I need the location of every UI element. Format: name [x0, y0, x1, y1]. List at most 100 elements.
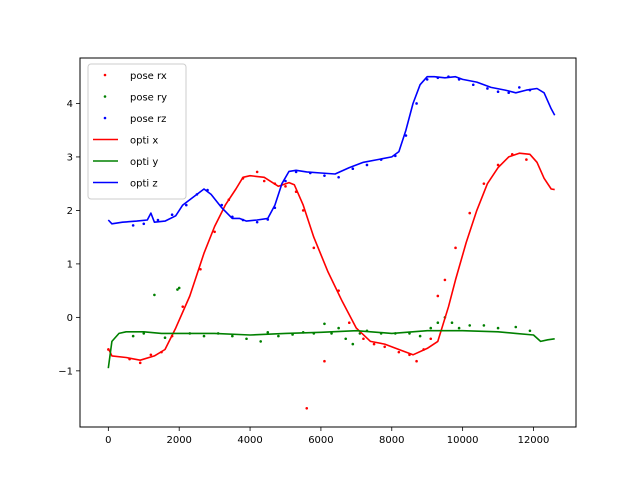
data-point [142, 332, 146, 335]
data-point [344, 337, 348, 341]
data-point [142, 222, 146, 226]
x-tick-label: 10000 [447, 435, 479, 446]
legend-label: pose ry [130, 93, 167, 104]
data-point [170, 213, 174, 216]
legend-entry-opti-y: opti y [93, 157, 158, 168]
data-point [514, 325, 518, 329]
data-point [525, 158, 528, 161]
data-point [284, 179, 287, 183]
legend-label: opti x [130, 136, 158, 147]
data-point [436, 321, 440, 325]
data-point [518, 86, 521, 89]
legend-entry-opti-x: opti x [93, 136, 158, 147]
data-point [181, 305, 185, 308]
data-point [496, 326, 500, 330]
data-point [266, 331, 270, 334]
data-point [507, 91, 510, 95]
data-point [404, 134, 408, 137]
data-point [323, 174, 326, 177]
data-point [468, 211, 472, 215]
data-point [262, 179, 266, 183]
data-point [429, 326, 433, 330]
data-point [177, 286, 181, 290]
series-line-opti-z [107, 75, 556, 225]
y-tick-label: −1 [58, 366, 73, 377]
data-point [496, 163, 500, 167]
legend-label: opti y [130, 157, 158, 168]
data-point [365, 163, 369, 167]
series-line-opti-x [107, 152, 555, 362]
series-layer [107, 75, 556, 410]
data-point [482, 182, 486, 185]
data-point [482, 324, 486, 327]
data-point [199, 267, 202, 271]
y-tick-label: 1 [67, 259, 73, 270]
data-point [415, 102, 418, 105]
data-point [131, 224, 135, 227]
data-point [323, 322, 326, 326]
data-point [347, 321, 351, 325]
legend-marker [103, 116, 107, 120]
data-point [277, 334, 280, 338]
data-point [259, 340, 262, 343]
data-point [255, 220, 259, 224]
data-point [362, 337, 365, 341]
data-point [528, 329, 532, 333]
data-point [457, 326, 461, 330]
data-point [163, 336, 167, 339]
data-point [312, 246, 316, 250]
plot-area-frame [79, 57, 577, 428]
data-point [337, 326, 340, 330]
y-tick-label: 4 [67, 99, 73, 110]
data-point [149, 353, 153, 357]
x-tick-label: 0 [105, 435, 111, 446]
data-point [471, 83, 475, 87]
data-point [436, 294, 440, 298]
data-point [284, 185, 287, 188]
y-tick-label: 0 [67, 313, 73, 324]
data-point [153, 293, 156, 297]
data-point [323, 359, 326, 363]
data-point [337, 175, 340, 179]
data-point [454, 246, 457, 250]
legend-entry-pose-rx: pose rx [103, 71, 167, 82]
data-point [184, 203, 188, 207]
x-tick-label: 4000 [237, 435, 262, 446]
data-point [486, 87, 489, 90]
data-point [301, 209, 305, 212]
data-point [131, 334, 135, 338]
x-tick-label: 6000 [308, 435, 333, 446]
data-point [330, 332, 333, 335]
x-tick-label: 2000 [166, 435, 191, 446]
data-point [443, 278, 447, 282]
data-point [418, 334, 422, 338]
y-tick-label: 3 [67, 152, 73, 163]
data-point [294, 170, 298, 174]
legend-box [87, 63, 187, 200]
data-point [138, 361, 142, 365]
y-tick-label: 2 [67, 206, 73, 217]
legend-label: pose rx [130, 71, 167, 82]
data-point [496, 90, 500, 93]
x-tick-label: 8000 [379, 435, 404, 446]
legend-label: opti z [130, 179, 158, 190]
data-point [372, 342, 376, 346]
data-point [202, 334, 206, 338]
data-point [156, 218, 160, 222]
data-point [351, 167, 355, 170]
legend-label: pose rz [130, 114, 166, 125]
data-point [245, 337, 248, 341]
x-tick-label: 12000 [518, 435, 550, 446]
data-point [176, 288, 179, 291]
legend-marker [103, 95, 107, 98]
legend-entry-pose-ry: pose ry [103, 93, 167, 104]
data-point [429, 337, 433, 341]
legend-entry-pose-rz: pose rz [103, 114, 166, 125]
data-point [305, 406, 309, 410]
legend-marker [103, 73, 107, 77]
data-point [468, 324, 472, 327]
data-point [425, 78, 429, 81]
data-point [415, 359, 418, 363]
data-point [231, 334, 234, 338]
